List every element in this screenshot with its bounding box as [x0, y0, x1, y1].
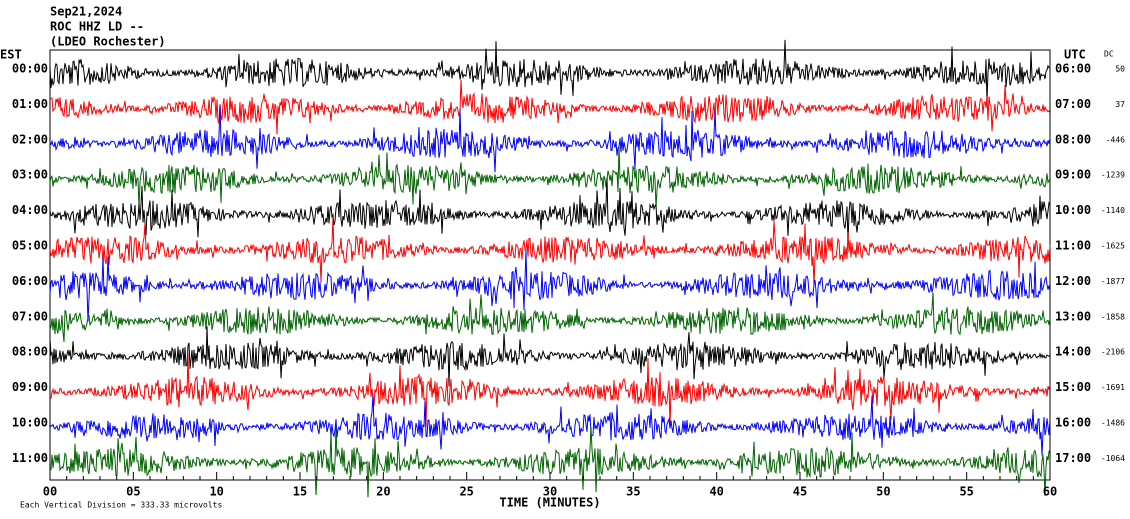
- trace: [49, 39, 1051, 103]
- x-tick-label: 35: [626, 485, 640, 499]
- network: (LDEO Rochester): [50, 35, 166, 49]
- utc-label: 10:00: [1055, 203, 1091, 217]
- x-tick-label: 05: [126, 485, 140, 499]
- x-tick-label: 60: [1043, 485, 1057, 499]
- x-tick-label: 20: [376, 485, 390, 499]
- utc-label: 12:00: [1055, 274, 1091, 288]
- est-label: 04:00: [12, 203, 48, 217]
- est-label: 08:00: [12, 345, 48, 359]
- est-label: 07:00: [12, 309, 48, 323]
- x-tick-label: 25: [459, 485, 473, 499]
- x-tick-label: 00: [43, 485, 57, 499]
- trace: [49, 177, 1051, 243]
- utc-label: 06:00: [1055, 62, 1091, 76]
- dc-value: -1064: [1101, 454, 1125, 463]
- utc-title: UTC: [1064, 48, 1086, 62]
- est-label: 00:00: [12, 62, 48, 76]
- est-label: 02:00: [12, 132, 48, 146]
- x-tick-label: 30: [543, 485, 557, 499]
- utc-label: 07:00: [1055, 97, 1091, 111]
- est-label: 11:00: [12, 451, 48, 465]
- x-tick-label: 45: [793, 485, 807, 499]
- est-title: EST: [0, 48, 22, 62]
- est-label: 09:00: [12, 380, 48, 394]
- dc-value: -2106: [1101, 348, 1125, 357]
- x-tick-label: 15: [293, 485, 307, 499]
- x-tick-label: 10: [209, 485, 223, 499]
- date: Sep21,2024: [50, 5, 122, 19]
- est-label: 06:00: [12, 274, 48, 288]
- traces: [49, 39, 1051, 498]
- station: ROC HHZ LD --: [50, 20, 144, 34]
- utc-label: 17:00: [1055, 451, 1091, 465]
- trace: [49, 105, 1051, 173]
- trace: [49, 216, 1051, 286]
- x-tick-label: 55: [959, 485, 973, 499]
- dc-value: 37: [1115, 100, 1125, 109]
- trace: [49, 250, 1051, 322]
- trace: [49, 292, 1051, 342]
- trace: [49, 79, 1051, 135]
- x-tick-label: 50: [876, 485, 890, 499]
- trace: [49, 353, 1051, 429]
- est-label: 03:00: [12, 168, 48, 182]
- dc-value: -446: [1106, 135, 1125, 144]
- dc-value: -1625: [1101, 242, 1125, 251]
- footer: Each Vertical Division = 333.33 microvol…: [20, 501, 222, 510]
- utc-label: 08:00: [1055, 132, 1091, 146]
- trace: [49, 326, 1051, 387]
- trace: [49, 144, 1051, 208]
- utc-label: 14:00: [1055, 345, 1091, 359]
- dc-value: -1486: [1101, 419, 1125, 428]
- utc-label: 16:00: [1055, 416, 1091, 430]
- dc-value: 50: [1115, 65, 1125, 74]
- utc-label: 11:00: [1055, 239, 1091, 253]
- dc-value: -1239: [1101, 171, 1125, 180]
- dc-title: DC: [1104, 50, 1114, 59]
- x-axis-label: TIME (MINUTES): [499, 496, 600, 510]
- est-label: 01:00: [12, 97, 48, 111]
- dc-value: -1858: [1101, 312, 1125, 321]
- trace: [49, 394, 1051, 456]
- utc-label: 09:00: [1055, 168, 1091, 182]
- utc-label: 13:00: [1055, 309, 1091, 323]
- x-tick-label: 40: [709, 485, 723, 499]
- dc-value: -1877: [1101, 277, 1125, 286]
- est-label: 10:00: [12, 416, 48, 430]
- utc-label: 15:00: [1055, 380, 1091, 394]
- dc-value: -1140: [1101, 206, 1125, 215]
- dc-value: -1691: [1101, 383, 1125, 392]
- plot-frame: [49, 49, 1051, 481]
- est-label: 05:00: [12, 239, 48, 253]
